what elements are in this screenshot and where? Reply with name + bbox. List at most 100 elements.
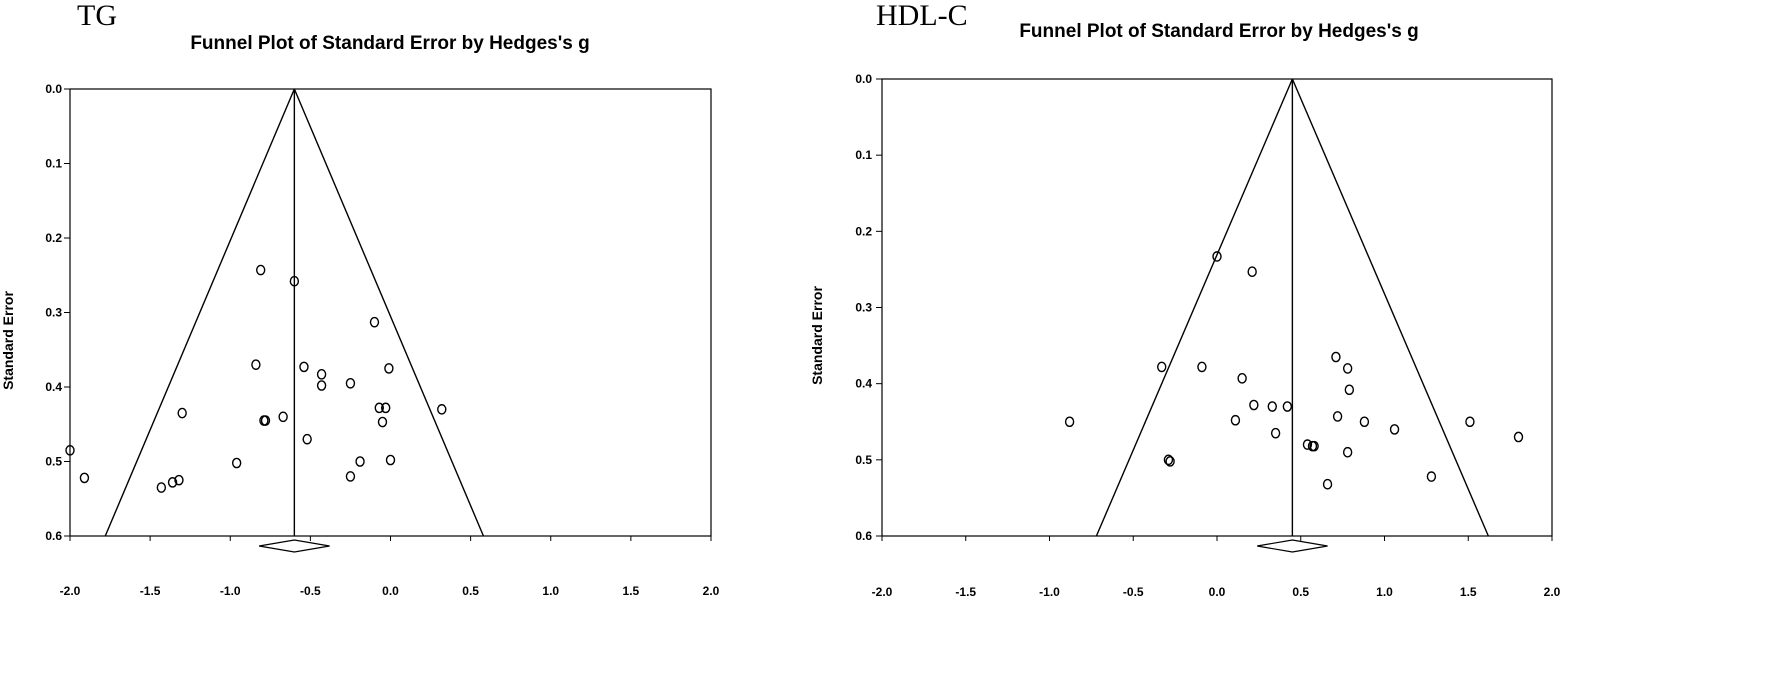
study-point — [1342, 446, 1353, 458]
panel-label: HDL-C — [876, 0, 968, 32]
study-point — [1267, 401, 1277, 412]
study-point — [1426, 471, 1437, 482]
study-point — [1342, 363, 1353, 374]
study-point — [1163, 454, 1174, 466]
study-point — [156, 482, 167, 493]
x-tick-label: 0.0 — [382, 584, 399, 598]
study-point — [289, 275, 300, 287]
study-point — [1309, 440, 1319, 452]
study-point — [374, 402, 384, 414]
study-point — [385, 454, 396, 466]
y-axis-label: Standard Error — [809, 286, 825, 385]
x-tick-label: 0.5 — [462, 584, 479, 598]
study-point — [1331, 351, 1341, 363]
study-point — [251, 359, 261, 370]
study-point — [1237, 373, 1247, 384]
study-point — [1165, 456, 1175, 467]
study-point — [1270, 427, 1281, 439]
study-point — [377, 416, 388, 428]
y-axis-label: Standard Error — [0, 291, 16, 390]
study-point — [355, 456, 365, 467]
x-tick-label: -1.0 — [1039, 585, 1060, 599]
y-tick-label: 0.4 — [45, 380, 62, 394]
study-point — [380, 402, 391, 414]
summary-diamond — [1257, 539, 1328, 553]
funnel-left-line — [1095, 78, 1294, 537]
study-point — [1332, 411, 1343, 422]
y-tick-label: 0.1 — [45, 157, 62, 171]
x-tick-label: -2.0 — [60, 584, 81, 598]
x-tick-label: 2.0 — [1544, 585, 1561, 599]
x-tick-label: 0.5 — [1292, 585, 1309, 599]
x-tick-label: 1.5 — [623, 584, 640, 598]
funnel-plot-tg: 0.0 0.1 0.2 0.3 0.4 0.5 0.6 -2.0 -1.5 -1.0 -0.5 0.0… — [0, 82, 720, 598]
y-tick-label: 0.5 — [45, 455, 62, 469]
y-tick-label: 0.1 — [855, 148, 872, 162]
study-point — [1359, 416, 1370, 428]
study-point — [316, 380, 327, 391]
study-point — [1389, 424, 1400, 435]
study-point — [302, 433, 312, 445]
x-tick-label: -1.5 — [955, 585, 976, 599]
x-tick-label: 1.5 — [1460, 585, 1477, 599]
plot-frame — [69, 88, 712, 537]
study-point — [167, 477, 178, 488]
chart-title: Funnel Plot of Standard Error by Hedges'… — [190, 33, 590, 54]
study-point — [174, 474, 184, 486]
y-tick-label: 0.3 — [45, 306, 62, 320]
x-tick-label: 1.0 — [1376, 585, 1393, 599]
study-point — [345, 471, 356, 482]
x-tick-label: 1.0 — [542, 584, 559, 598]
summary-diamond — [258, 539, 330, 553]
x-tick-label: 0.0 — [1209, 585, 1226, 599]
study-point — [1197, 361, 1207, 373]
study-point — [299, 361, 309, 373]
study-point — [177, 407, 187, 419]
study-point — [1064, 416, 1075, 428]
y-tick-label: 0.0 — [45, 82, 62, 96]
y-tick-label: 0.2 — [855, 224, 872, 238]
study-point — [278, 411, 288, 423]
study-point — [316, 369, 327, 380]
study-point — [384, 363, 394, 374]
funnel-plot-panel-tg: TG Funnel Plot of Standard Error by Hedg… — [0, 0, 720, 599]
study-point — [260, 415, 271, 426]
funnel-plot-panel-hdl-c: HDL-C Funnel Plot of Standard Error by H… — [809, 0, 1772, 676]
study-point — [1282, 401, 1293, 412]
funnel-right-line — [293, 88, 485, 537]
study-point — [1230, 414, 1241, 426]
y-tick-label: 0.6 — [45, 529, 62, 543]
study-point — [1322, 478, 1333, 490]
funnel-plot-hdl-c: 0.0 0.1 0.2 0.3 0.4 0.5 0.6 -2.0 -1.5 -1.0 -0.5 0.0… — [809, 72, 1561, 599]
study-point — [437, 404, 447, 415]
y-tick-label: 0.4 — [855, 377, 872, 391]
study-point — [1157, 361, 1167, 373]
study-point — [255, 264, 266, 276]
study-point — [1247, 266, 1257, 278]
study-point — [1465, 416, 1475, 428]
x-tick-label: -0.5 — [300, 584, 321, 598]
y-tick-label: 0.0 — [855, 72, 872, 86]
y-tick-label: 0.5 — [855, 453, 872, 467]
panel-label: TG — [77, 0, 117, 32]
study-point — [1344, 384, 1355, 396]
study-point — [1212, 251, 1222, 262]
x-tick-label: -0.5 — [1123, 585, 1144, 599]
chart-title: Funnel Plot of Standard Error by Hedges'… — [1019, 21, 1419, 42]
y-tick-label: 0.3 — [855, 301, 872, 315]
study-point — [1513, 431, 1524, 443]
funnel-right-line — [1291, 78, 1489, 537]
x-tick-label: -1.5 — [140, 584, 161, 598]
x-tick-label: -2.0 — [872, 585, 893, 599]
y-tick-label: 0.6 — [855, 529, 872, 543]
x-tick-label: 2.0 — [703, 584, 720, 598]
study-point — [1302, 439, 1313, 450]
study-point — [345, 377, 356, 389]
y-tick-label: 0.2 — [45, 231, 62, 245]
study-point — [369, 316, 380, 328]
study-point — [65, 445, 75, 456]
x-tick-label: -1.0 — [220, 584, 241, 598]
study-point — [1249, 399, 1259, 411]
plot-frame — [881, 78, 1553, 537]
funnel-left-line — [104, 88, 295, 537]
